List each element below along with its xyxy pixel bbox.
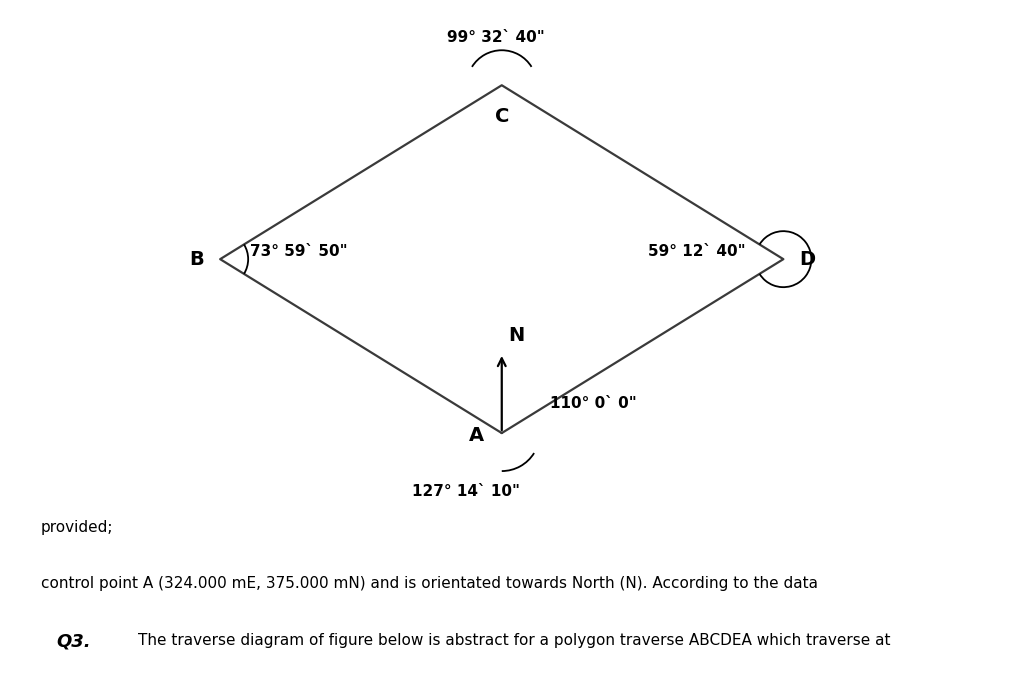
Text: N: N [508,326,524,345]
Text: 99° 32` 40": 99° 32` 40" [446,30,545,45]
Text: Q3.: Q3. [56,633,91,651]
Text: 73° 59` 50": 73° 59` 50" [250,243,348,258]
Text: 110° 0` 0": 110° 0` 0" [550,396,637,411]
Text: D: D [800,250,815,269]
Text: 127° 14` 10": 127° 14` 10" [412,484,520,499]
Text: B: B [189,250,204,269]
Text: 59° 12` 40": 59° 12` 40" [648,243,746,258]
Text: control point A (324.000 mE, 375.000 mN) and is orientated towards North (N). Ac: control point A (324.000 mE, 375.000 mN)… [41,576,818,591]
Text: A: A [469,426,483,445]
Text: C: C [495,107,509,126]
Text: provided;: provided; [41,520,114,535]
Text: The traverse diagram of figure below is abstract for a polygon traverse ABCDEA w: The traverse diagram of figure below is … [138,633,891,648]
